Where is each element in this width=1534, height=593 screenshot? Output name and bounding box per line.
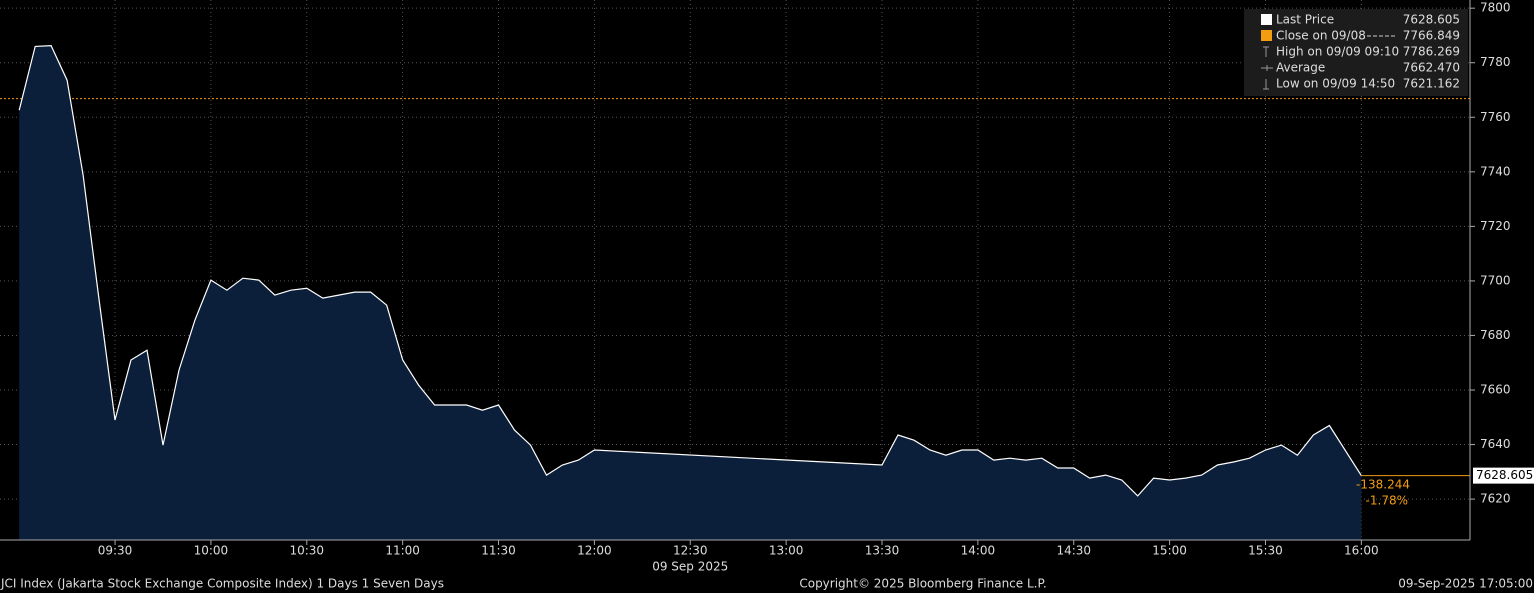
x-tick-label: 10:00: [194, 544, 229, 558]
change: -138.244: [1356, 478, 1410, 492]
legend-label: Average: [1276, 61, 1325, 75]
x-tick-label: 14:00: [961, 544, 996, 558]
legend-value: 7766.849: [1403, 29, 1460, 43]
x-tick-label: 14:30: [1056, 544, 1091, 558]
y-tick-label: 7660: [1480, 383, 1511, 397]
y-tick-label: 7680: [1480, 328, 1511, 342]
x-tick-label: 12:30: [673, 544, 708, 558]
footer-center: Copyright© 2025 Bloomberg Finance L.P.: [799, 577, 1046, 591]
price-line: [18, 44, 1362, 497]
legend-value: 7786.269: [1403, 45, 1460, 59]
x-tick-label: 12:00: [577, 544, 612, 558]
y-tick-label: 7620: [1480, 492, 1511, 506]
x-tick-label: 15:00: [1152, 544, 1187, 558]
legend-label: Low on 09/09 14:50: [1276, 77, 1395, 91]
change-pct: -1.78%: [1366, 494, 1408, 508]
x-tick-label: 13:00: [769, 544, 804, 558]
area-fill: [19, 45, 1362, 540]
x-tick-label: 16:00: [1344, 544, 1379, 558]
date-label: 09 Sep 2025: [652, 560, 728, 574]
legend-value: 7621.162: [1403, 77, 1460, 91]
footer-right: 09-Sep-2025 17:05:00: [1398, 577, 1533, 591]
x-tick-label: 10:30: [289, 544, 324, 558]
last-price-box: [1473, 467, 1534, 484]
y-tick-label: 7640: [1480, 437, 1511, 451]
y-tick-label: 7780: [1480, 55, 1511, 69]
legend-box: [1244, 9, 1468, 96]
legend-swatch: [1261, 14, 1272, 25]
legend-value: 7662.470: [1403, 61, 1460, 75]
x-tick-label: 11:00: [385, 544, 420, 558]
footer-left: JCI Index (Jakarta Stock Exchange Compos…: [0, 577, 444, 591]
x-tick-label: 13:30: [865, 544, 900, 558]
y-tick-label: 7720: [1480, 219, 1511, 233]
x-tick-label: 11:30: [481, 544, 516, 558]
legend-label: Last Price: [1276, 13, 1334, 27]
last-price-label: 7628.605: [1476, 468, 1533, 482]
y-tick-label: 7800: [1480, 1, 1511, 15]
y-tick-label: 7700: [1480, 273, 1511, 287]
legend-swatch: [1261, 30, 1272, 41]
legend-value: 7628.605: [1403, 13, 1460, 27]
legend-label: Close on 09/08: [1276, 29, 1366, 43]
x-tick-label: 09:30: [98, 544, 133, 558]
y-tick-label: 7740: [1480, 164, 1511, 178]
legend-icon: [1263, 46, 1269, 57]
legend-icon: [1263, 79, 1269, 90]
x-tick-label: 15:30: [1248, 544, 1283, 558]
legend-icon: [1261, 65, 1273, 71]
legend-label: High on 09/09 09:10: [1276, 45, 1399, 59]
y-tick-label: 7760: [1480, 110, 1511, 124]
